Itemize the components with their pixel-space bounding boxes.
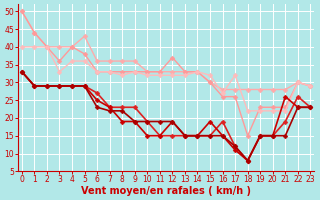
X-axis label: Vent moyen/en rafales ( km/h ): Vent moyen/en rafales ( km/h ) [81,186,251,196]
